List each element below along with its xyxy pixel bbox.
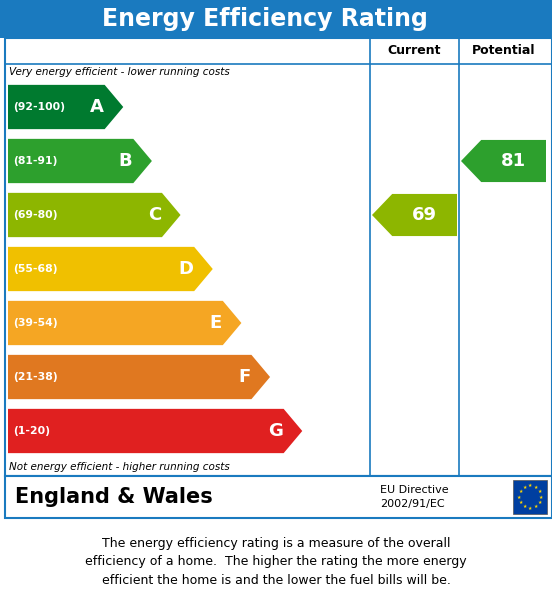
Text: (81-91): (81-91) (13, 156, 57, 166)
Text: ★: ★ (522, 504, 527, 509)
Polygon shape (8, 247, 213, 291)
Text: (55-68): (55-68) (13, 264, 57, 274)
Text: England & Wales: England & Wales (15, 487, 213, 507)
Text: EU Directive
2002/91/EC: EU Directive 2002/91/EC (380, 485, 449, 509)
Text: D: D (178, 260, 193, 278)
Text: A: A (90, 98, 104, 116)
Text: G: G (268, 422, 283, 440)
Bar (0, 0, 552, 38)
Text: (21-38): (21-38) (13, 372, 57, 382)
Text: 81: 81 (501, 152, 526, 170)
Text: (92-100): (92-100) (13, 102, 65, 112)
Text: (39-54): (39-54) (13, 318, 57, 328)
Polygon shape (8, 85, 123, 129)
Polygon shape (461, 140, 546, 182)
Text: E: E (210, 314, 222, 332)
Bar (5, 476, 552, 518)
Text: ★: ★ (533, 504, 538, 509)
Text: F: F (238, 368, 251, 386)
Polygon shape (8, 193, 181, 237)
Bar (5, 38, 552, 476)
Bar (513, 480, 547, 514)
Text: B: B (119, 152, 132, 170)
Text: ★: ★ (539, 495, 543, 500)
Text: ★: ★ (538, 500, 542, 505)
Text: (1-20): (1-20) (13, 426, 50, 436)
Text: (69-80): (69-80) (13, 210, 57, 220)
Text: ★: ★ (528, 484, 532, 489)
Text: ★: ★ (528, 506, 532, 511)
Text: ★: ★ (518, 500, 523, 505)
Text: Very energy efficient - lower running costs: Very energy efficient - lower running co… (9, 67, 230, 77)
Text: ★: ★ (533, 485, 538, 490)
Text: ★: ★ (522, 485, 527, 490)
Text: The energy efficiency rating is a measure of the overall
efficiency of a home.  : The energy efficiency rating is a measur… (85, 536, 467, 587)
Text: 69: 69 (412, 206, 437, 224)
Text: ★: ★ (538, 489, 542, 494)
Polygon shape (8, 409, 302, 453)
Text: ★: ★ (518, 489, 523, 494)
Text: Potential: Potential (472, 45, 535, 58)
Text: Current: Current (388, 45, 441, 58)
Text: C: C (148, 206, 161, 224)
Text: Energy Efficiency Rating: Energy Efficiency Rating (102, 7, 428, 31)
Polygon shape (8, 139, 152, 183)
Polygon shape (8, 301, 241, 345)
Polygon shape (8, 355, 270, 399)
Text: Not energy efficient - higher running costs: Not energy efficient - higher running co… (9, 462, 230, 472)
Text: ★: ★ (517, 495, 521, 500)
Polygon shape (372, 194, 457, 236)
